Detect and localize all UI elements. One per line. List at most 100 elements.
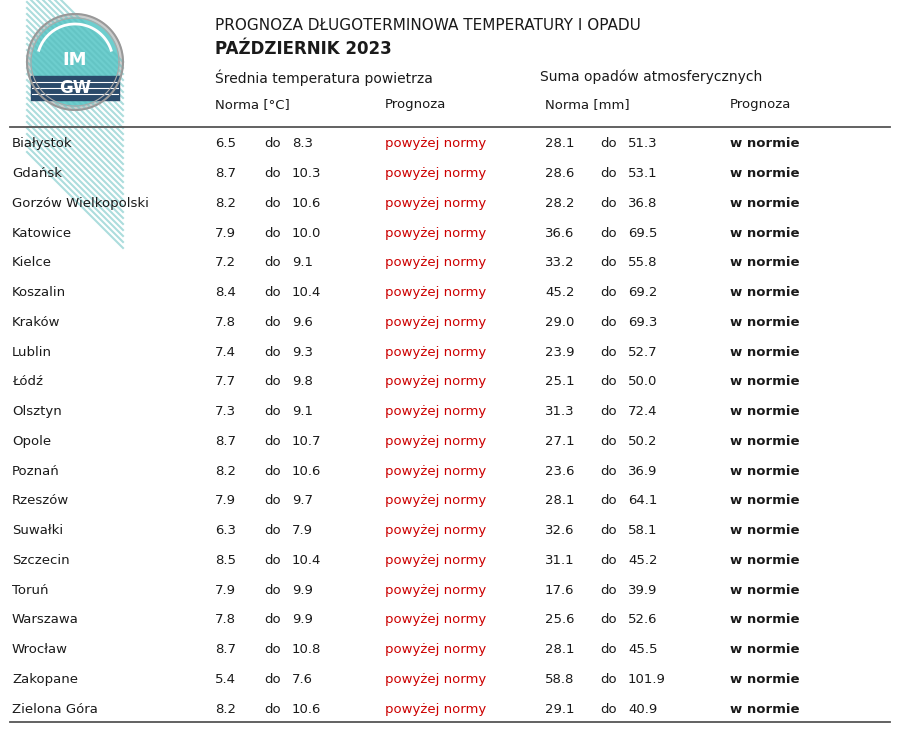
Text: powyżej normy: powyżej normy bbox=[385, 583, 486, 597]
Text: do: do bbox=[600, 494, 617, 507]
Text: w normie: w normie bbox=[730, 346, 799, 358]
Text: do: do bbox=[264, 257, 281, 269]
Text: do: do bbox=[600, 375, 617, 388]
Text: 8.4: 8.4 bbox=[215, 286, 236, 299]
Text: 69.5: 69.5 bbox=[628, 226, 657, 240]
Text: 45.2: 45.2 bbox=[545, 286, 574, 299]
Text: w normie: w normie bbox=[730, 583, 799, 597]
Text: do: do bbox=[264, 375, 281, 388]
Text: 55.8: 55.8 bbox=[628, 257, 658, 269]
Text: Zakopane: Zakopane bbox=[12, 673, 78, 686]
Text: w normie: w normie bbox=[730, 167, 799, 180]
Text: 45.5: 45.5 bbox=[628, 643, 658, 656]
Text: powyżej normy: powyżej normy bbox=[385, 316, 486, 329]
Text: 7.9: 7.9 bbox=[292, 524, 313, 537]
Text: do: do bbox=[600, 257, 617, 269]
Text: PROGNOZA DŁUGOTERMINOWA TEMPERATURY I OPADU: PROGNOZA DŁUGOTERMINOWA TEMPERATURY I OP… bbox=[215, 18, 641, 33]
Text: 25.1: 25.1 bbox=[545, 375, 574, 388]
Text: 10.6: 10.6 bbox=[292, 703, 321, 715]
Text: do: do bbox=[600, 524, 617, 537]
Text: 7.2: 7.2 bbox=[215, 257, 236, 269]
Text: powyżej normy: powyżej normy bbox=[385, 405, 486, 418]
Text: w normie: w normie bbox=[730, 673, 799, 686]
Text: 23.6: 23.6 bbox=[545, 465, 574, 478]
Text: do: do bbox=[264, 465, 281, 478]
Text: Kielce: Kielce bbox=[12, 257, 52, 269]
Text: do: do bbox=[264, 643, 281, 656]
Text: powyżej normy: powyżej normy bbox=[385, 137, 486, 150]
Text: Olsztyn: Olsztyn bbox=[12, 405, 62, 418]
Text: 69.2: 69.2 bbox=[628, 286, 657, 299]
Text: do: do bbox=[264, 703, 281, 715]
Text: do: do bbox=[264, 494, 281, 507]
Text: 36.6: 36.6 bbox=[545, 226, 574, 240]
Text: 33.2: 33.2 bbox=[545, 257, 574, 269]
Text: do: do bbox=[600, 197, 617, 210]
Text: 7.3: 7.3 bbox=[215, 405, 236, 418]
Text: w normie: w normie bbox=[730, 226, 799, 240]
Text: 28.1: 28.1 bbox=[545, 137, 574, 150]
Text: 7.4: 7.4 bbox=[215, 346, 236, 358]
Text: w normie: w normie bbox=[730, 614, 799, 627]
Text: powyżej normy: powyżej normy bbox=[385, 435, 486, 448]
Text: 9.9: 9.9 bbox=[292, 583, 313, 597]
Text: do: do bbox=[264, 673, 281, 686]
Text: Gdańsk: Gdańsk bbox=[12, 167, 62, 180]
Text: 31.3: 31.3 bbox=[545, 405, 574, 418]
Text: Katowice: Katowice bbox=[12, 226, 72, 240]
Text: do: do bbox=[600, 435, 617, 448]
Text: Suwałki: Suwałki bbox=[12, 524, 63, 537]
Text: 50.2: 50.2 bbox=[628, 435, 658, 448]
Text: powyżej normy: powyżej normy bbox=[385, 554, 486, 567]
Text: do: do bbox=[600, 465, 617, 478]
Text: Białystok: Białystok bbox=[12, 137, 73, 150]
Text: do: do bbox=[600, 316, 617, 329]
Text: powyżej normy: powyżej normy bbox=[385, 226, 486, 240]
Text: powyżej normy: powyżej normy bbox=[385, 703, 486, 715]
Text: w normie: w normie bbox=[730, 524, 799, 537]
Text: do: do bbox=[264, 226, 281, 240]
Text: Średnia temperatura powietrza: Średnia temperatura powietrza bbox=[215, 70, 433, 86]
Text: do: do bbox=[264, 286, 281, 299]
Text: powyżej normy: powyżej normy bbox=[385, 614, 486, 627]
Text: 8.3: 8.3 bbox=[292, 137, 313, 150]
Text: 27.1: 27.1 bbox=[545, 435, 574, 448]
Text: 36.8: 36.8 bbox=[628, 197, 657, 210]
Text: w normie: w normie bbox=[730, 375, 799, 388]
Text: 10.4: 10.4 bbox=[292, 286, 321, 299]
Text: Lublin: Lublin bbox=[12, 346, 52, 358]
Text: Norma [°C]: Norma [°C] bbox=[215, 98, 290, 111]
Text: w normie: w normie bbox=[730, 316, 799, 329]
Text: 51.3: 51.3 bbox=[628, 137, 658, 150]
Text: 69.3: 69.3 bbox=[628, 316, 657, 329]
Text: 8.7: 8.7 bbox=[215, 435, 236, 448]
Text: w normie: w normie bbox=[730, 197, 799, 210]
Text: 10.0: 10.0 bbox=[292, 226, 321, 240]
Text: do: do bbox=[600, 703, 617, 715]
Text: 50.0: 50.0 bbox=[628, 375, 657, 388]
Text: w normie: w normie bbox=[730, 257, 799, 269]
Text: do: do bbox=[600, 673, 617, 686]
Text: 31.1: 31.1 bbox=[545, 554, 574, 567]
Text: 29.1: 29.1 bbox=[545, 703, 574, 715]
Text: do: do bbox=[264, 197, 281, 210]
Text: 7.6: 7.6 bbox=[292, 673, 313, 686]
Text: GW: GW bbox=[58, 79, 91, 97]
Text: w normie: w normie bbox=[730, 435, 799, 448]
Text: Suma opadów atmosferycznych: Suma opadów atmosferycznych bbox=[540, 70, 762, 84]
Text: 40.9: 40.9 bbox=[628, 703, 657, 715]
Text: 101.9: 101.9 bbox=[628, 673, 666, 686]
Text: 39.9: 39.9 bbox=[628, 583, 657, 597]
Text: 28.1: 28.1 bbox=[545, 643, 574, 656]
Text: w normie: w normie bbox=[730, 643, 799, 656]
Text: 8.2: 8.2 bbox=[215, 197, 236, 210]
Text: w normie: w normie bbox=[730, 465, 799, 478]
Text: 28.1: 28.1 bbox=[545, 494, 574, 507]
Text: 7.8: 7.8 bbox=[215, 316, 236, 329]
Text: w normie: w normie bbox=[730, 137, 799, 150]
Text: 45.2: 45.2 bbox=[628, 554, 658, 567]
Text: 9.7: 9.7 bbox=[292, 494, 313, 507]
Text: Norma [mm]: Norma [mm] bbox=[545, 98, 630, 111]
Text: Prognoza: Prognoza bbox=[730, 98, 791, 111]
Text: 9.9: 9.9 bbox=[292, 614, 313, 627]
